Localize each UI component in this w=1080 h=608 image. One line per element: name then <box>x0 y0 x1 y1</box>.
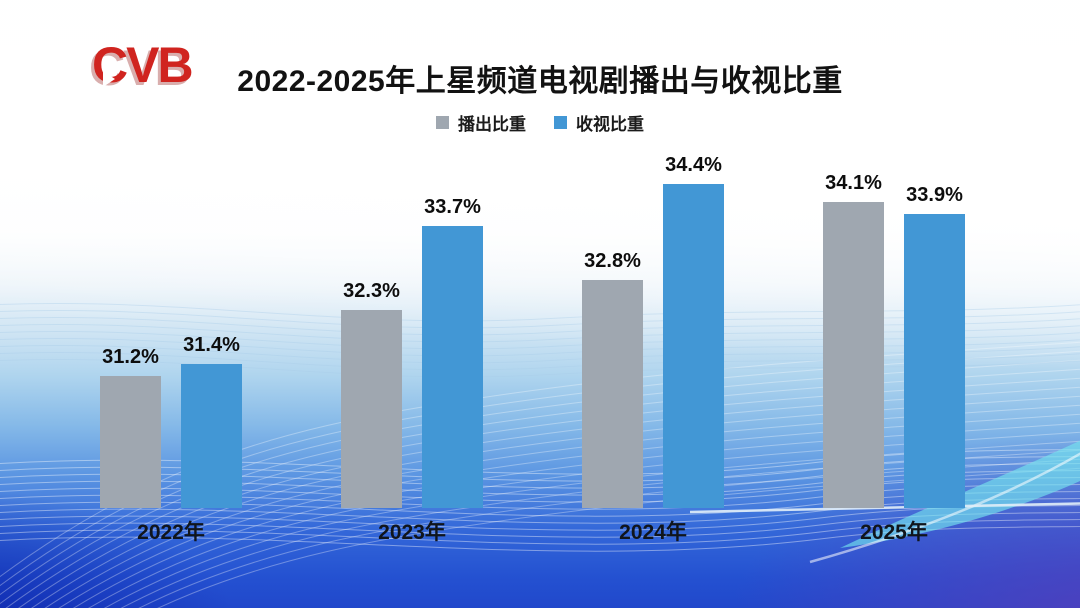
value-label: 31.2% <box>102 346 159 368</box>
bar-column: 31.2% <box>100 346 161 508</box>
bar-column: 32.3% <box>341 280 402 508</box>
legend-item-broadcast: 播出比重 <box>436 110 526 135</box>
value-label: 32.3% <box>343 280 400 302</box>
white-arc <box>809 452 1080 564</box>
bar-viewing-2022 <box>181 364 242 508</box>
bar-column: 31.4% <box>181 334 242 508</box>
bar-broadcast-2022 <box>100 376 161 508</box>
broadcast-swatch-icon <box>436 116 449 129</box>
bar-column: 32.8% <box>582 250 643 508</box>
category-label: 2025年 <box>860 521 928 544</box>
category-label: 2022年 <box>137 521 205 544</box>
value-label: 33.9% <box>906 184 963 206</box>
bar-viewing-2023 <box>422 226 483 508</box>
legend-label: 收视比重 <box>576 115 644 134</box>
bar-group-2023: 32.3% 33.7% 2023年 <box>341 196 483 544</box>
bar-group-2025: 34.1% 33.9% 2025年 <box>823 172 965 544</box>
category-label: 2023年 <box>378 521 446 544</box>
bar-group-2024: 32.8% 34.4% 2024年 <box>582 154 724 544</box>
bar-group-2022: 31.2% 31.4% 2022年 <box>100 334 242 544</box>
chart-legend: 播出比重 收视比重 <box>0 110 1080 135</box>
bar-viewing-2024 <box>663 184 724 508</box>
value-label: 34.4% <box>665 154 722 176</box>
play-icon <box>103 71 115 87</box>
bar-viewing-2025 <box>904 214 965 508</box>
value-label: 31.4% <box>183 334 240 356</box>
value-label: 33.7% <box>424 196 481 218</box>
bar-column: 33.7% <box>422 196 483 508</box>
bar-column: 34.1% <box>823 172 884 508</box>
baseline-highlight <box>689 502 1080 514</box>
bar-column: 34.4% <box>663 154 724 508</box>
viewing-swatch-icon <box>554 116 567 129</box>
legend-item-viewing: 收视比重 <box>554 110 644 135</box>
legend-label: 播出比重 <box>458 115 526 134</box>
category-label: 2024年 <box>619 521 687 544</box>
bar-broadcast-2024 <box>582 280 643 508</box>
bar-column: 33.9% <box>904 184 965 508</box>
page-title: 2022-2025年上星频道电视剧播出与收视比重 <box>237 65 843 98</box>
value-label: 32.8% <box>584 250 641 272</box>
value-label: 34.1% <box>825 172 882 194</box>
bar-broadcast-2025 <box>823 202 884 508</box>
bar-broadcast-2023 <box>341 310 402 508</box>
